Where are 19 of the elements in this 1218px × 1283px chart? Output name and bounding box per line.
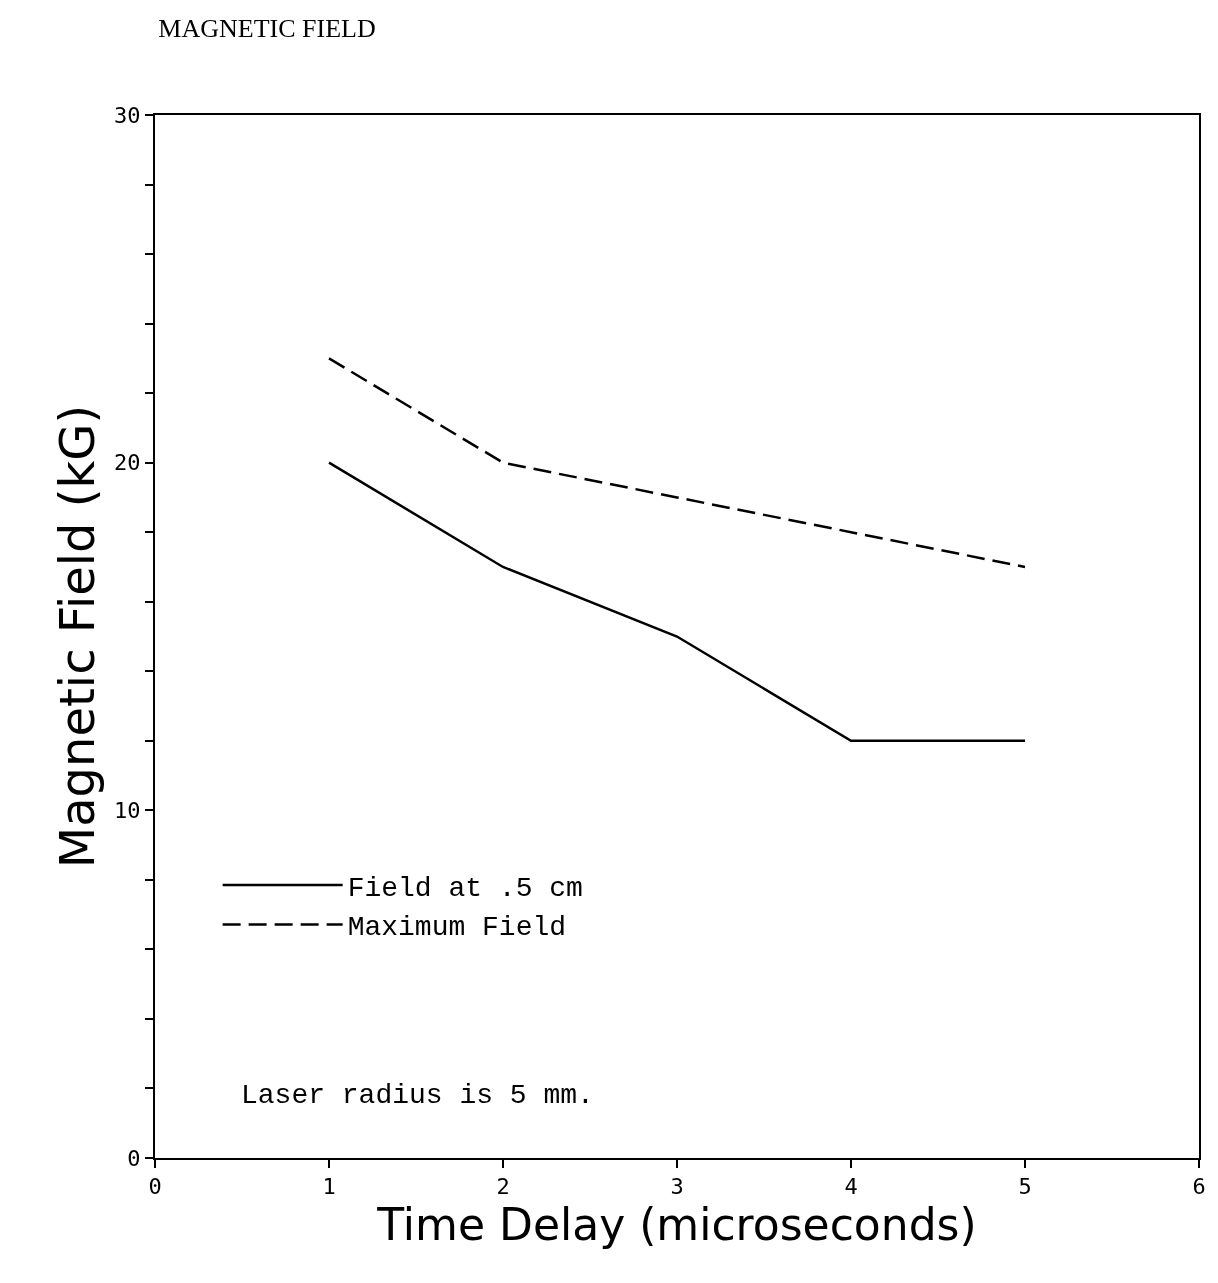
line-series xyxy=(327,461,1027,743)
line-series xyxy=(327,357,1027,569)
y-axis-title: Magnetic Field (kG) xyxy=(49,404,106,869)
x-axis-title: Time Delay (microseconds) xyxy=(376,1199,977,1251)
x-tick-label: 2 xyxy=(496,1174,510,1200)
x-tick-label: 5 xyxy=(1018,1174,1032,1200)
x-tick-label: 3 xyxy=(670,1174,684,1200)
legend-label: Field at .5 cm xyxy=(347,873,583,905)
annotation: Laser radius is 5 mm. xyxy=(241,1080,594,1111)
x-tick-label: 0 xyxy=(148,1174,162,1200)
x-tick-label: 4 xyxy=(844,1174,858,1200)
y-tick-label: 0 xyxy=(127,1145,141,1171)
y-tick-label: 30 xyxy=(114,102,141,128)
y-tick-label: 10 xyxy=(114,798,141,824)
legend-label: Maximum Field xyxy=(347,912,567,944)
y-tick-label: 20 xyxy=(114,450,141,476)
chart-title: MAGNETIC FIELD xyxy=(158,14,376,44)
x-tick-label: 1 xyxy=(322,1174,336,1200)
x-tick-label: 6 xyxy=(1192,1174,1206,1200)
